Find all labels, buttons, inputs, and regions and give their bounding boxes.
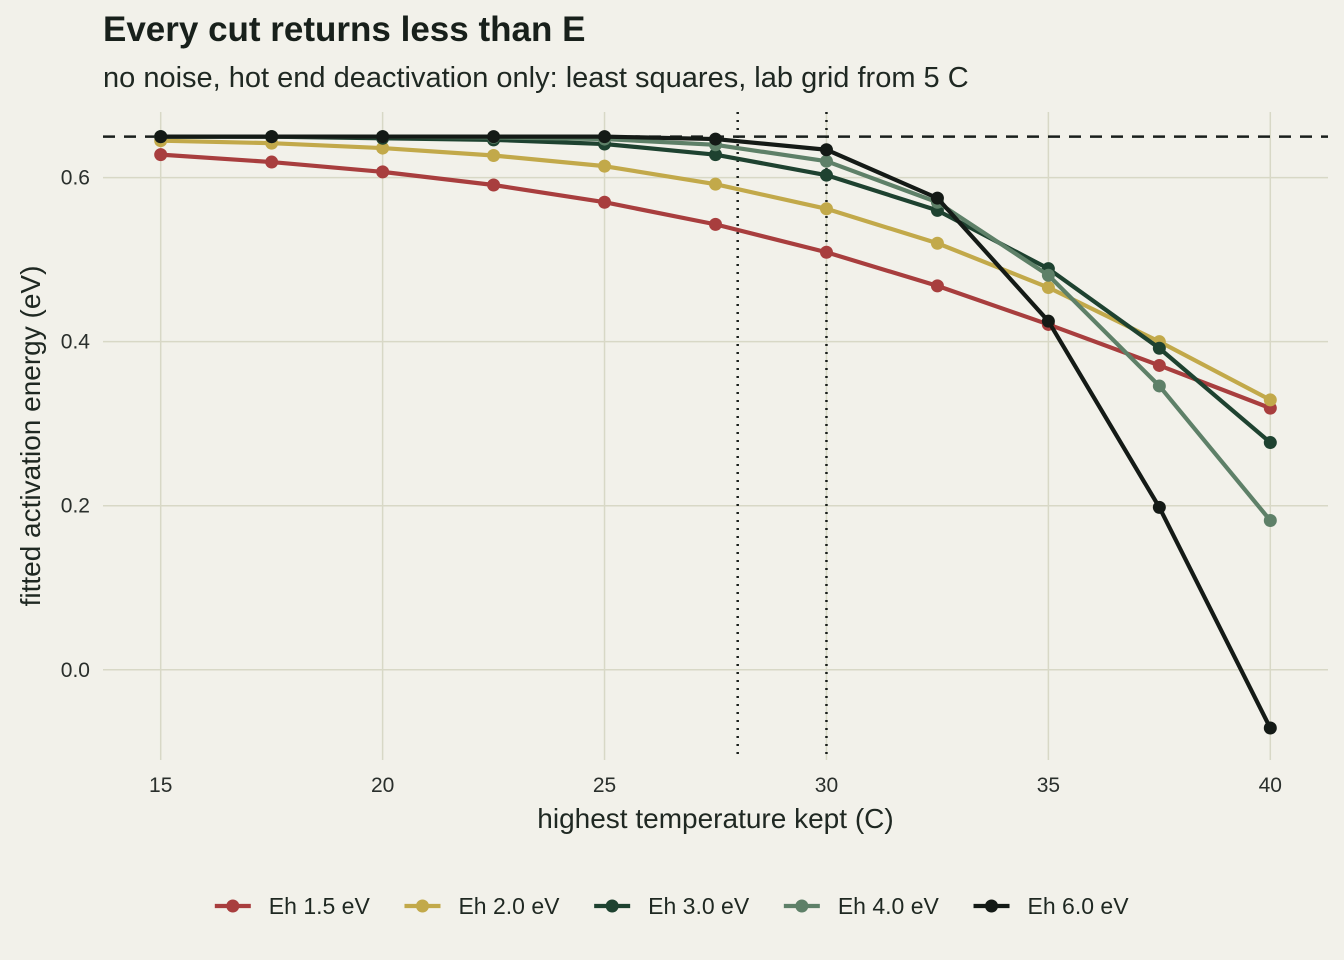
- grid-layer: [103, 112, 1328, 760]
- data-point: [709, 177, 722, 191]
- data-point: [487, 148, 501, 162]
- series-eh-2-0-ev: [154, 134, 1277, 407]
- legend-item: Eh 2.0 eV: [404, 893, 560, 919]
- data-point: [376, 130, 390, 144]
- data-point: [930, 279, 944, 293]
- data-point: [376, 165, 390, 179]
- data-point: [1152, 358, 1166, 372]
- data-point: [1041, 268, 1055, 282]
- data-point: [1041, 314, 1055, 328]
- legend-swatch-point: [605, 899, 619, 913]
- legend-swatch-point: [226, 899, 240, 913]
- data-point: [819, 154, 833, 168]
- series-layer: [154, 130, 1277, 735]
- x-tick-label: 30: [815, 774, 838, 797]
- data-point: [598, 195, 612, 209]
- data-point: [709, 217, 722, 231]
- y-axis-title: fitted activation energy (eV): [15, 266, 46, 607]
- x-tick-label: 20: [371, 774, 394, 797]
- data-point: [819, 143, 833, 157]
- data-point: [1263, 393, 1277, 407]
- legend-item: Eh 6.0 eV: [973, 893, 1130, 919]
- data-point: [376, 141, 390, 155]
- legend-label: Eh 4.0 eV: [838, 893, 940, 919]
- data-point: [1263, 721, 1277, 735]
- legend-item: Eh 3.0 eV: [594, 893, 750, 919]
- data-point: [819, 168, 833, 182]
- legend-swatch-point: [795, 899, 809, 913]
- series-line: [158, 152, 1273, 411]
- data-point: [819, 245, 833, 259]
- data-point: [709, 148, 722, 162]
- data-point: [1152, 379, 1166, 393]
- tick-labels: 15 20 25 30 35 40 0.0 0.2 0.4 0.6: [61, 167, 1282, 797]
- data-point: [1041, 281, 1055, 295]
- x-tick-label: 25: [593, 774, 616, 797]
- legend-label: Eh 2.0 eV: [458, 893, 560, 919]
- y-tick-label: 0.2: [61, 495, 90, 518]
- series-line: [158, 134, 1273, 523]
- x-tick-label: 40: [1259, 774, 1282, 797]
- data-point: [1263, 513, 1277, 527]
- legend-swatch-point: [415, 899, 429, 913]
- legend-item: Eh 1.5 eV: [214, 893, 371, 919]
- data-point: [598, 130, 612, 144]
- data-point: [1263, 436, 1277, 450]
- x-tick-label: 15: [149, 774, 172, 797]
- data-point: [1152, 341, 1166, 355]
- data-point: [154, 148, 168, 162]
- data-point: [709, 132, 722, 146]
- data-point: [598, 159, 612, 173]
- data-point: [154, 130, 168, 144]
- x-axis-title: highest temperature kept (C): [537, 803, 893, 834]
- legend-swatch-point: [985, 899, 999, 913]
- data-point: [930, 236, 944, 250]
- data-point: [265, 155, 279, 169]
- legend-label: Eh 3.0 eV: [648, 893, 750, 919]
- data-point: [487, 130, 501, 144]
- data-point: [265, 130, 279, 144]
- x-tick-label: 35: [1037, 774, 1060, 797]
- series-eh-1-5-ev: [154, 148, 1277, 415]
- series-eh-6-0-ev: [154, 130, 1277, 735]
- reference-lines: [103, 112, 1328, 760]
- y-tick-label: 0.0: [61, 659, 90, 682]
- data-point: [1152, 500, 1166, 514]
- data-point: [487, 178, 501, 192]
- data-point: [819, 202, 833, 216]
- y-tick-label: 0.4: [61, 331, 91, 354]
- legend: Eh 1.5 eV Eh 2.0 eV Eh 3.0 eV Eh 4.0 eV Eh 6…: [214, 893, 1130, 919]
- chart-title: Every cut returns less than E: [103, 10, 586, 49]
- legend-label: Eh 6.0 eV: [1028, 893, 1130, 919]
- legend-label: Eh 1.5 eV: [269, 893, 371, 919]
- y-tick-label: 0.6: [61, 167, 90, 190]
- legend-item: Eh 4.0 eV: [783, 893, 940, 919]
- data-point: [930, 191, 944, 205]
- chart-subtitle: no noise, hot end deactivation only: lea…: [103, 62, 969, 94]
